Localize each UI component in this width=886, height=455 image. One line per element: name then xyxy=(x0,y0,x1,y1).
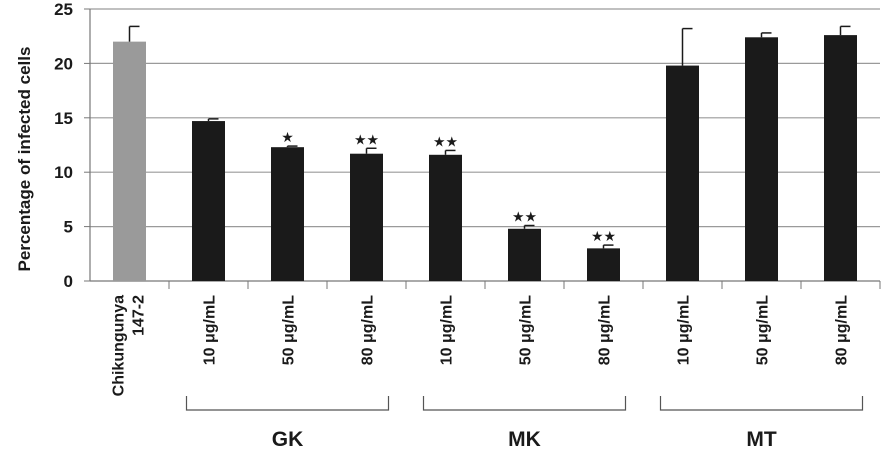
significance-marker: ★★ xyxy=(512,210,537,226)
category-label: 80 μg/mL xyxy=(834,295,851,365)
y-tick-label: 15 xyxy=(54,109,73,128)
category-labels: Chikungunya 147-2 10 μg/mL 50 μg/mL 80 μg/mL… xyxy=(111,295,851,397)
category-label: 147-2 xyxy=(131,295,148,336)
category-label: 10 μg/mL xyxy=(676,295,693,365)
y-tick-label: 25 xyxy=(54,0,73,19)
category-label: 80 μg/mL xyxy=(360,295,377,365)
category-label: 10 μg/mL xyxy=(202,295,219,365)
bar xyxy=(192,121,225,282)
category-label: 50 μg/mL xyxy=(518,295,535,365)
bar xyxy=(271,147,304,281)
group-label: GK xyxy=(272,428,304,451)
category-label: 50 μg/mL xyxy=(281,295,298,365)
significance-marker: ★★ xyxy=(591,229,616,245)
group-bracket xyxy=(185,396,390,411)
significance-marker: ★ xyxy=(281,130,294,146)
bar xyxy=(824,35,857,281)
group-label: MT xyxy=(746,428,776,451)
category-label: Chikungunya xyxy=(111,295,128,396)
bar xyxy=(350,153,383,281)
bar xyxy=(666,65,699,282)
y-tick-label: 20 xyxy=(54,54,73,73)
group-label: MK xyxy=(508,428,541,451)
category-label: 50 μg/mL xyxy=(755,295,772,365)
bar xyxy=(429,154,462,281)
bar xyxy=(508,228,541,281)
group-bracket xyxy=(659,396,864,411)
y-tick-label: 10 xyxy=(54,163,73,182)
y-axis-title: Percentage of infected cells xyxy=(15,47,34,272)
significance-marker: ★★ xyxy=(354,132,379,148)
bar xyxy=(745,37,778,282)
bar xyxy=(113,41,146,281)
bars: ★ ★★ ★★★★★★ xyxy=(113,25,857,282)
group-bracket xyxy=(422,396,627,411)
y-tick-label: 5 xyxy=(64,218,73,237)
category-label: 10 μg/mL xyxy=(439,295,456,365)
y-tick-label: 0 xyxy=(64,272,73,291)
group-brackets: GK MK MT xyxy=(185,396,864,451)
significance-marker: ★★ xyxy=(433,134,458,150)
category-label: 80 μg/mL xyxy=(597,295,614,365)
bar xyxy=(587,248,620,281)
